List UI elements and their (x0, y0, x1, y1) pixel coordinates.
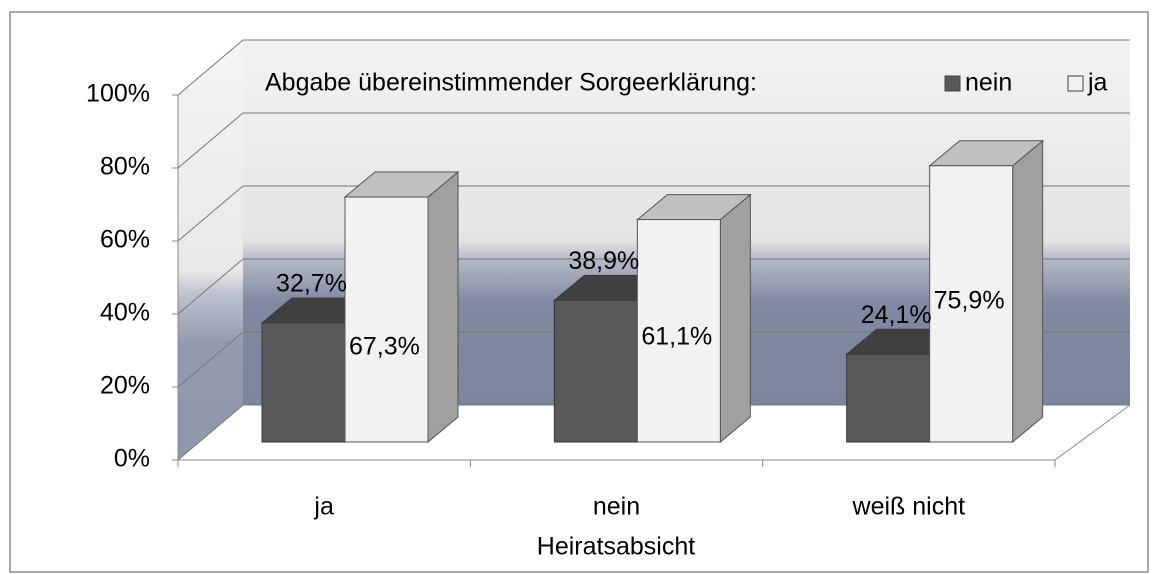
y-tick-label: 60% (100, 226, 150, 254)
data-label: 32,7% (276, 270, 347, 298)
y-tick-label: 40% (100, 299, 150, 327)
grid-line (177, 258, 244, 315)
grid-line (177, 404, 244, 461)
y-tick-label: 0% (114, 445, 150, 473)
side-wall (178, 40, 243, 460)
legend-title: Abgabe übereinstimmender Sorgeerklärung: (265, 69, 757, 97)
legend-swatch (1067, 75, 1084, 92)
data-label: 61,1% (641, 323, 712, 351)
bar (553, 299, 638, 443)
legend-swatch (944, 75, 961, 92)
data-label: 24,1% (861, 301, 932, 329)
bar (344, 196, 429, 443)
bar (846, 353, 931, 443)
legend-label: ja (1087, 69, 1108, 97)
grid-line (177, 39, 244, 96)
bar-side (719, 193, 751, 444)
grid-line (177, 112, 244, 169)
bar (261, 322, 346, 443)
x-tick-label: nein (593, 493, 640, 521)
data-label: 38,9% (568, 247, 639, 275)
y-tick-label: 80% (100, 153, 150, 181)
bar-side (427, 170, 459, 444)
y-tick-label: 100% (86, 80, 150, 108)
x-tick-label: ja (313, 493, 334, 521)
grid-line (177, 185, 244, 242)
bar (636, 219, 721, 443)
bar-side (1012, 139, 1044, 444)
x-tick-label: weiß nicht (852, 493, 966, 521)
data-label: 75,9% (934, 287, 1005, 315)
grid-line (177, 331, 244, 388)
bar (929, 165, 1014, 443)
y-tick-label: 20% (100, 372, 150, 400)
data-label: 67,3% (349, 333, 420, 361)
x-axis-title: Heiratsabsicht (537, 533, 695, 561)
floor-edge (1054, 404, 1131, 461)
legend-label: nein (965, 69, 1012, 97)
